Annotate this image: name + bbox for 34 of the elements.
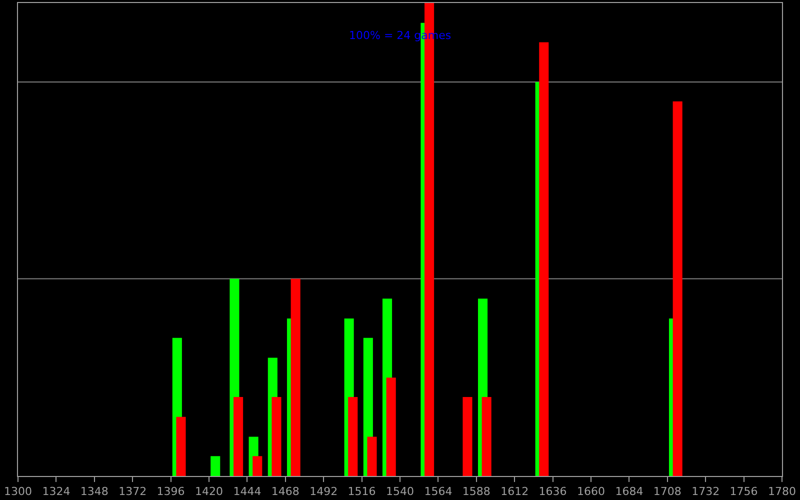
bar: [367, 436, 377, 476]
x-tick-label: 1564: [424, 485, 452, 498]
x-tick-label: 1396: [156, 485, 185, 498]
bar: [482, 397, 492, 476]
bar: [176, 416, 186, 476]
x-tick-label: 1540: [386, 485, 414, 498]
bar: [539, 42, 549, 476]
x-tick-label: 1516: [348, 485, 376, 498]
x-tick-label: 1660: [577, 485, 605, 498]
x-tick-label: 1348: [80, 485, 108, 498]
x-tick-label: 1300: [4, 485, 32, 498]
bar: [234, 397, 244, 476]
bar: [272, 397, 282, 476]
bar: [290, 278, 300, 476]
bar: [348, 397, 358, 476]
x-tick-label: 1468: [271, 485, 300, 498]
x-tick-label: 1372: [118, 485, 147, 498]
x-tick-label: 1756: [730, 485, 758, 498]
bar: [462, 397, 472, 476]
x-tick-label: 1588: [462, 485, 490, 498]
x-tick-label: 1420: [195, 485, 223, 498]
x-tick-label: 1444: [233, 485, 262, 498]
x-tick-label: 1492: [310, 485, 338, 498]
bar: [210, 456, 220, 476]
bar: [386, 378, 396, 476]
x-tick-label: 1732: [692, 485, 720, 498]
x-tick-label: 1324: [42, 485, 70, 498]
x-tick-label: 1636: [538, 485, 567, 498]
x-tick-label: 1612: [500, 485, 529, 498]
bar: [252, 456, 262, 476]
x-tick-label: 1780: [768, 485, 796, 498]
x-tick-label: 1708: [653, 485, 682, 498]
bar: [672, 101, 682, 476]
x-tick-label: 1684: [615, 485, 644, 498]
